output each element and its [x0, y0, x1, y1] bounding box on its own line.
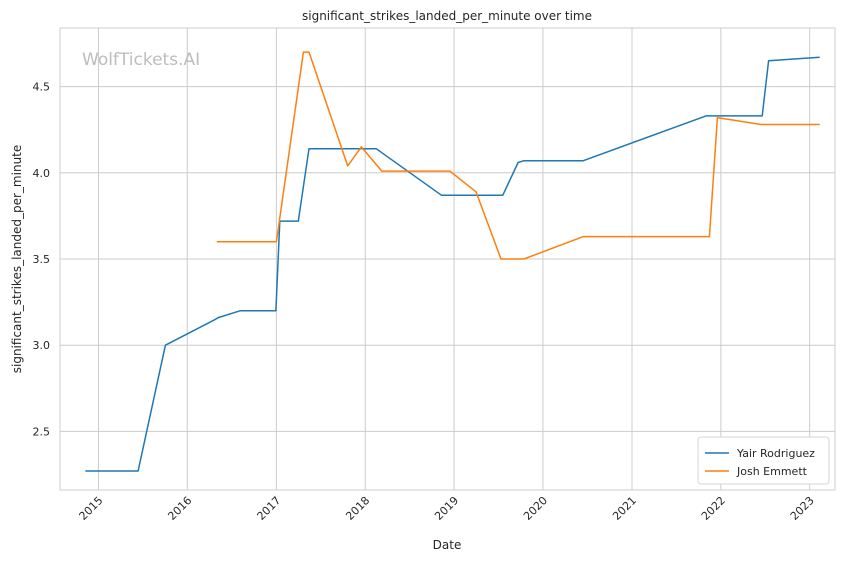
y-tick-label: 3.0 — [33, 339, 51, 352]
legend-label-josh: Josh Emmett — [736, 465, 808, 478]
y-tick-labels: 2.5 3.0 3.5 4.0 4.5 — [33, 81, 51, 439]
series-line-1 — [216, 51, 820, 260]
x-tick-label: 2018 — [343, 494, 372, 523]
x-tick-label: 2023 — [788, 494, 817, 523]
series-lines — [85, 51, 820, 472]
y-tick-label: 3.5 — [33, 253, 51, 266]
y-tick-label: 2.5 — [33, 425, 51, 438]
x-tick-labels: 2015 2016 2017 2018 2019 2020 2021 2022 2023 — [77, 494, 817, 523]
legend-box — [697, 436, 830, 485]
x-tick-label: 2022 — [699, 494, 728, 523]
x-tick-label: 2016 — [165, 494, 194, 523]
x-tick-label: 2015 — [77, 494, 106, 523]
x-axis-label: Date — [433, 538, 462, 552]
legend: Yair Rodriguez Josh Emmett — [697, 436, 830, 485]
watermark: WolfTickets.AI — [82, 50, 200, 70]
y-tick-label: 4.0 — [33, 167, 51, 180]
grid — [60, 28, 835, 490]
plot-frame — [59, 27, 836, 491]
legend-label-yair: Yair Rodriguez — [736, 447, 815, 460]
y-tick-label: 4.5 — [33, 81, 51, 94]
y-axis-label: significant_strikes_landed_per_minute — [10, 145, 24, 374]
x-tick-label: 2021 — [610, 494, 639, 523]
x-tick-label: 2017 — [255, 494, 284, 523]
series-line-0 — [85, 56, 820, 472]
chart-title: significant_strikes_landed_per_minute ov… — [302, 9, 592, 23]
x-tick-label: 2020 — [521, 494, 550, 523]
x-tick-label: 2019 — [432, 494, 461, 523]
